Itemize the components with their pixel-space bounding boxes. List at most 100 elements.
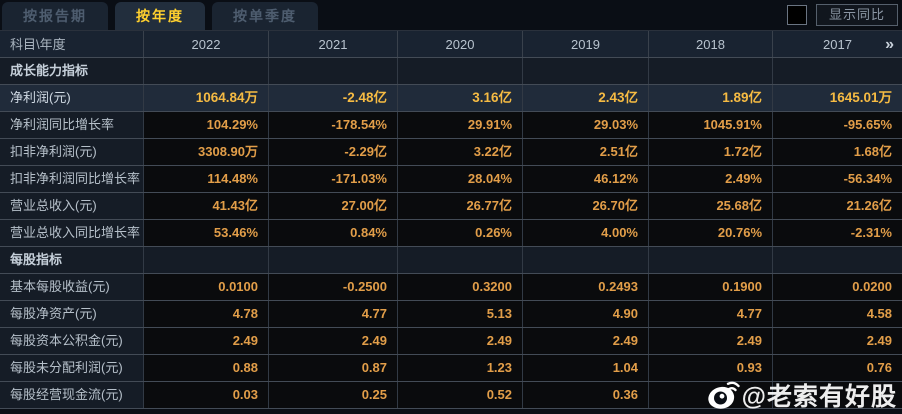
value-cell	[649, 58, 773, 84]
value-cell: 4.58	[773, 301, 902, 327]
more-years-icon[interactable]: »	[885, 36, 894, 53]
value-cell: 2.49	[523, 328, 649, 354]
table-row[interactable]: 净利润同比增长率 104.29% -178.54% 29.91% 29.03% 1045.…	[0, 112, 902, 139]
tab-by-single-quarter[interactable]: 按单季度	[212, 2, 318, 30]
row-label: 净利润(元)	[0, 85, 144, 111]
table-row[interactable]: 基本每股收益(元) 0.0100 -0.2500 0.3200 0.2493 0.1900…	[0, 274, 902, 301]
table-row[interactable]: 扣非净利润(元) 3308.90万 -2.29亿 3.22亿 2.51亿 1.72亿 1.6…	[0, 139, 902, 166]
row-label: 营业总收入(元)	[0, 193, 144, 219]
financial-indicators-table: 科目\年度 2022 2021 2020 2019 2018 2017» 成长能力指标 净利…	[0, 30, 902, 409]
value-cell: 1.89亿	[649, 85, 773, 111]
value-cell: 0.2493	[523, 274, 649, 300]
value-cell: 4.78	[144, 301, 269, 327]
table-row[interactable]: 营业总收入同比增长率 53.46% 0.84% 0.26% 4.00% 20.76% -2.…	[0, 220, 902, 247]
row-label: 每股未分配利润(元)	[0, 355, 144, 381]
value-cell: -171.03%	[269, 166, 398, 192]
value-cell: 1645.01万	[773, 85, 902, 111]
value-cell: -56.34%	[773, 166, 902, 192]
show-yoy-control: 显示同比	[786, 4, 898, 26]
value-cell: 1.23	[398, 355, 523, 381]
value-cell: 1.04	[523, 355, 649, 381]
value-cell: 2.49	[269, 328, 398, 354]
table-row[interactable]: 每股经营现金流(元) 0.03 0.25 0.52 0.36	[0, 382, 902, 409]
value-cell: 114.48%	[144, 166, 269, 192]
value-cell: 20.76%	[649, 220, 773, 246]
row-label: 扣非净利润同比增长率	[0, 166, 144, 192]
value-cell: 3.22亿	[398, 139, 523, 165]
value-cell	[773, 382, 902, 408]
value-cell: 53.46%	[144, 220, 269, 246]
row-label: 每股净资产(元)	[0, 301, 144, 327]
value-cell: 1.68亿	[773, 139, 902, 165]
value-cell: 29.03%	[523, 112, 649, 138]
value-cell: 2.51亿	[523, 139, 649, 165]
value-cell: 2.43亿	[523, 85, 649, 111]
value-cell: 3.16亿	[398, 85, 523, 111]
value-cell: 0.25	[269, 382, 398, 408]
value-cell: -2.29亿	[269, 139, 398, 165]
value-cell	[144, 58, 269, 84]
year-column-header: 2019	[523, 31, 649, 57]
value-cell: 29.91%	[398, 112, 523, 138]
value-cell	[144, 247, 269, 273]
value-cell	[523, 247, 649, 273]
value-cell: 4.77	[649, 301, 773, 327]
value-cell: 0.1900	[649, 274, 773, 300]
value-cell: 0.03	[144, 382, 269, 408]
value-cell: -0.2500	[269, 274, 398, 300]
row-label: 基本每股收益(元)	[0, 274, 144, 300]
value-cell: 26.70亿	[523, 193, 649, 219]
value-cell: 4.77	[269, 301, 398, 327]
value-cell: -95.65%	[773, 112, 902, 138]
value-cell: 1045.91%	[649, 112, 773, 138]
section-row[interactable]: 每股指标	[0, 247, 902, 274]
value-cell: 0.76	[773, 355, 902, 381]
value-cell: 1.72亿	[649, 139, 773, 165]
value-cell	[269, 58, 398, 84]
row-label: 扣非净利润(元)	[0, 139, 144, 165]
show-yoy-label[interactable]: 显示同比	[815, 4, 898, 26]
show-yoy-checkbox[interactable]	[786, 5, 807, 25]
value-cell	[398, 58, 523, 84]
value-cell: 25.68亿	[649, 193, 773, 219]
value-cell: 2.49%	[649, 166, 773, 192]
value-cell: 0.0100	[144, 274, 269, 300]
corner-header: 科目\年度	[0, 31, 144, 57]
value-cell: 5.13	[398, 301, 523, 327]
value-cell: 104.29%	[144, 112, 269, 138]
value-cell	[649, 247, 773, 273]
value-cell: 27.00亿	[269, 193, 398, 219]
value-cell: 21.26亿	[773, 193, 902, 219]
value-cell	[649, 382, 773, 408]
value-cell: 28.04%	[398, 166, 523, 192]
value-cell: 3308.90万	[144, 139, 269, 165]
year-column-header: 2022	[144, 31, 269, 57]
row-label: 每股经营现金流(元)	[0, 382, 144, 408]
tab-by-year[interactable]: 按年度	[115, 2, 205, 30]
table-row[interactable]: 营业总收入(元) 41.43亿 27.00亿 26.77亿 26.70亿 25.68亿 21…	[0, 193, 902, 220]
value-cell: -2.48亿	[269, 85, 398, 111]
table-row[interactable]: 每股未分配利润(元) 0.88 0.87 1.23 1.04 0.93 0.76	[0, 355, 902, 382]
tab-by-report-period[interactable]: 按报告期	[2, 2, 108, 30]
year-column-header: 2017»	[773, 31, 902, 57]
value-cell: 46.12%	[523, 166, 649, 192]
table-row[interactable]: 扣非净利润同比增长率 114.48% -171.03% 28.04% 46.12% 2.4…	[0, 166, 902, 193]
table-row[interactable]: 每股资本公积金(元) 2.49 2.49 2.49 2.49 2.49 2.49	[0, 328, 902, 355]
value-cell: 0.84%	[269, 220, 398, 246]
row-label: 每股指标	[0, 247, 144, 273]
value-cell: 4.90	[523, 301, 649, 327]
table-header-row: 科目\年度 2022 2021 2020 2019 2018 2017»	[0, 30, 902, 58]
section-row[interactable]: 成长能力指标	[0, 58, 902, 85]
table-row[interactable]: 净利润(元) 1064.84万 -2.48亿 3.16亿 2.43亿 1.89亿 1645.…	[0, 85, 902, 112]
table-row[interactable]: 每股净资产(元) 4.78 4.77 5.13 4.90 4.77 4.58	[0, 301, 902, 328]
value-cell: 0.0200	[773, 274, 902, 300]
value-cell: 0.87	[269, 355, 398, 381]
year-column-header: 2018	[649, 31, 773, 57]
table-body: 成长能力指标 净利润(元) 1064.84万 -2.48亿 3.16亿 2.43亿 1.89…	[0, 58, 902, 409]
value-cell: 0.93	[649, 355, 773, 381]
year-column-header: 2021	[269, 31, 398, 57]
value-cell: 4.00%	[523, 220, 649, 246]
value-cell: 2.49	[773, 328, 902, 354]
value-cell: 0.3200	[398, 274, 523, 300]
row-label: 营业总收入同比增长率	[0, 220, 144, 246]
